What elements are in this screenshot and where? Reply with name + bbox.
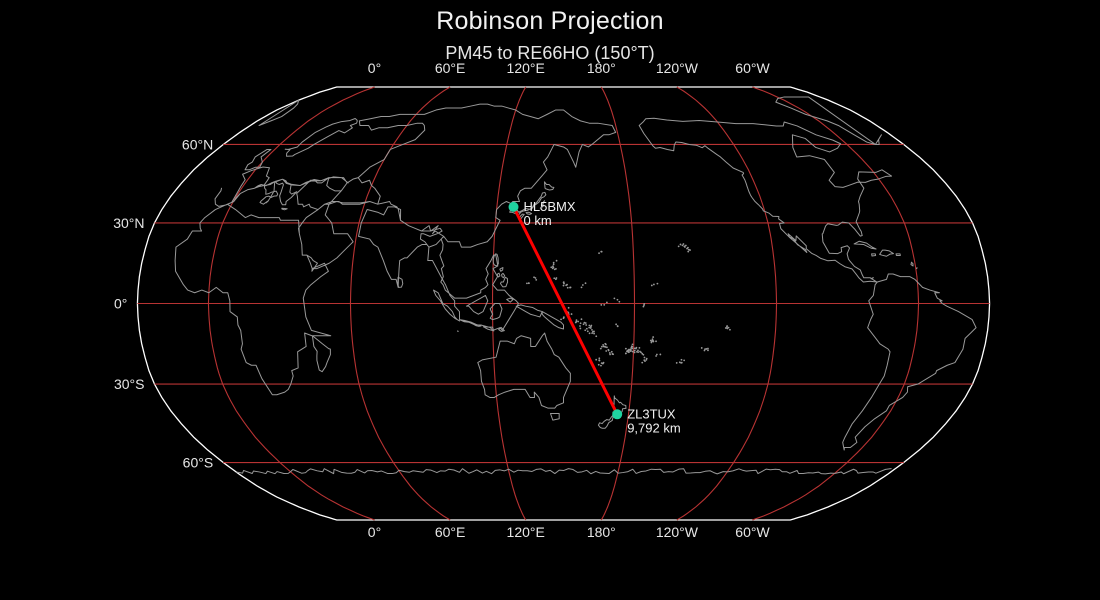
svg-text:180°: 180° bbox=[587, 60, 616, 76]
svg-text:60°W: 60°W bbox=[735, 524, 770, 540]
svg-text:HL5BMX: HL5BMX bbox=[524, 199, 576, 214]
svg-text:60°E: 60°E bbox=[435, 60, 466, 76]
svg-text:0°: 0° bbox=[368, 524, 381, 540]
svg-text:60°N: 60°N bbox=[182, 137, 213, 153]
svg-text:120°E: 120°E bbox=[507, 524, 545, 540]
svg-text:30°S: 30°S bbox=[114, 376, 145, 392]
svg-text:0°: 0° bbox=[114, 296, 127, 312]
svg-text:30°N: 30°N bbox=[113, 215, 144, 231]
svg-text:120°E: 120°E bbox=[507, 60, 545, 76]
svg-text:0 km: 0 km bbox=[524, 213, 552, 228]
svg-text:60°W: 60°W bbox=[735, 60, 770, 76]
svg-text:ZL3TUX: ZL3TUX bbox=[627, 406, 676, 421]
svg-text:0°: 0° bbox=[368, 60, 381, 76]
svg-text:180°: 180° bbox=[587, 524, 616, 540]
svg-text:9,792 km: 9,792 km bbox=[627, 420, 680, 435]
svg-text:120°W: 120°W bbox=[656, 60, 699, 76]
svg-text:120°W: 120°W bbox=[656, 524, 699, 540]
svg-text:60°E: 60°E bbox=[435, 524, 466, 540]
svg-text:60°S: 60°S bbox=[183, 455, 214, 471]
